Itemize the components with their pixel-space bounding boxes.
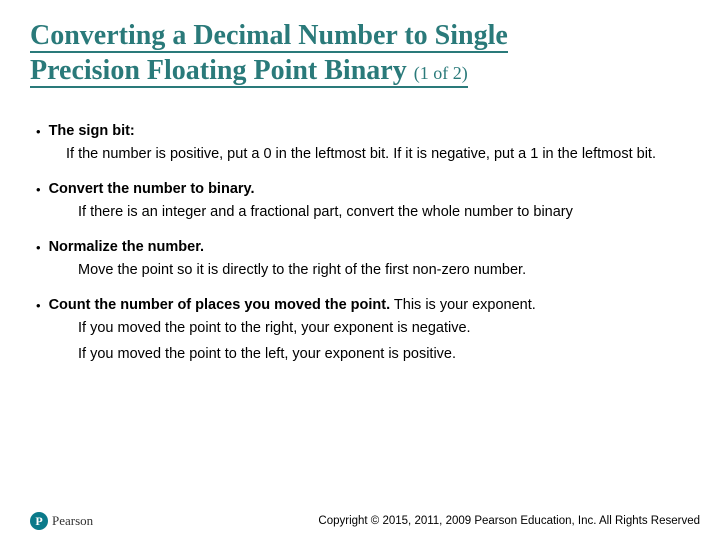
bullet-sub-3-1: Move the point so it is directly to the … <box>78 261 690 281</box>
bullet-item-4: • Count the number of places you moved t… <box>30 296 690 364</box>
bullet-head-4-bold: Count the number of places you moved the… <box>49 297 391 313</box>
bullet-marker: • <box>36 296 41 316</box>
bullet-sub-1-1: If the number is positive, put a 0 in th… <box>66 145 690 165</box>
title-line1: Converting a Decimal Number to Single <box>30 20 508 53</box>
content-area: • The sign bit: If the number is positiv… <box>30 122 690 364</box>
slide: Converting a Decimal Number to Single Pr… <box>0 0 720 540</box>
bullet-sub-4-2: If you moved the point to the left, your… <box>78 345 690 365</box>
publisher-name: Pearson <box>52 513 93 529</box>
bullet-marker: • <box>36 238 41 258</box>
footer: Pearson Copyright © 2015, 2011, 2009 Pea… <box>30 512 700 530</box>
bullet-item-2: • Convert the number to binary. If there… <box>30 180 690 222</box>
bullet-sub-2-1: If there is an integer and a fractional … <box>78 203 690 223</box>
slide-title: Converting a Decimal Number to Single Pr… <box>30 18 690 88</box>
bullet-sub-4-1: If you moved the point to the right, you… <box>78 319 690 339</box>
bullet-head-4: Count the number of places you moved the… <box>49 296 536 316</box>
bullet-marker: • <box>36 122 41 142</box>
bullet-head-4-extra: This is your exponent. <box>390 297 536 313</box>
bullet-item-1: • The sign bit: If the number is positiv… <box>30 122 690 164</box>
title-part: (1 of 2) <box>414 63 468 83</box>
bullet-head-2: Convert the number to binary. <box>49 180 255 200</box>
bullet-marker: • <box>36 180 41 200</box>
pearson-icon <box>30 512 48 530</box>
copyright-text: Copyright © 2015, 2011, 2009 Pearson Edu… <box>318 515 700 527</box>
bullet-head-3: Normalize the number. <box>49 238 205 258</box>
bullet-head-1: The sign bit: <box>49 122 135 142</box>
bullet-item-3: • Normalize the number. Move the point s… <box>30 238 690 280</box>
publisher-logo: Pearson <box>30 512 93 530</box>
title-line2: Precision Floating Point Binary <box>30 55 407 86</box>
